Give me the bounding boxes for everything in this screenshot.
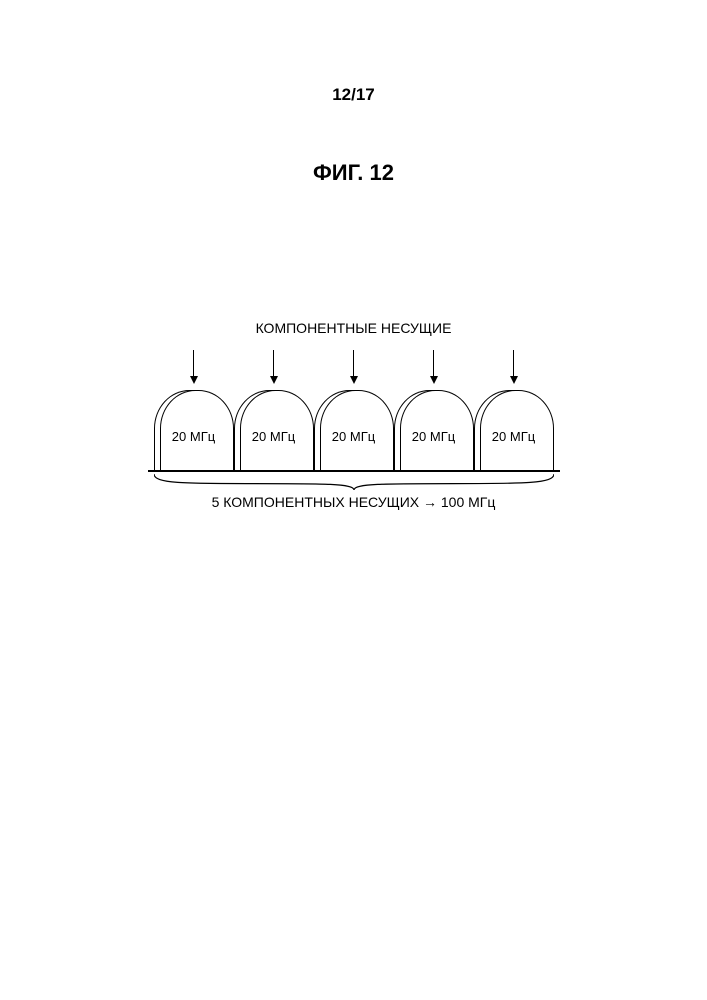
carrier: 20 МГц — [154, 390, 234, 470]
baseline — [148, 470, 560, 472]
bottom-label: 5 КОМПОНЕНТНЫХ НЕСУЩИХ → 100 МГц — [154, 494, 554, 510]
down-arrow-icon — [510, 350, 518, 384]
arrows-row — [154, 350, 554, 384]
down-arrow-icon — [270, 350, 278, 384]
carrier-label: 20 МГц — [314, 429, 394, 444]
brace-icon — [154, 474, 554, 492]
figure-title: ФИГ. 12 — [0, 160, 707, 186]
top-label: КОМПОНЕНТНЫЕ НЕСУЩИЕ — [154, 320, 554, 336]
down-arrow-icon — [430, 350, 438, 384]
carrier-label: 20 МГц — [154, 429, 234, 444]
carrier: 20 МГц — [234, 390, 314, 470]
carrier: 20 МГц — [394, 390, 474, 470]
carrier-label: 20 МГц — [394, 429, 474, 444]
carrier: 20 МГц — [474, 390, 554, 470]
carrier-label: 20 МГц — [474, 429, 554, 444]
carrier: 20 МГц — [314, 390, 394, 470]
page-number: 12/17 — [0, 85, 707, 105]
page: 12/17 ФИГ. 12 КОМПОНЕНТНЫЕ НЕСУЩИЕ 20 МГ… — [0, 0, 707, 1000]
carriers-row: 20 МГц20 МГц20 МГц20 МГц20 МГц — [154, 390, 554, 470]
down-arrow-icon — [190, 350, 198, 384]
carrier-label: 20 МГц — [234, 429, 314, 444]
down-arrow-icon — [350, 350, 358, 384]
